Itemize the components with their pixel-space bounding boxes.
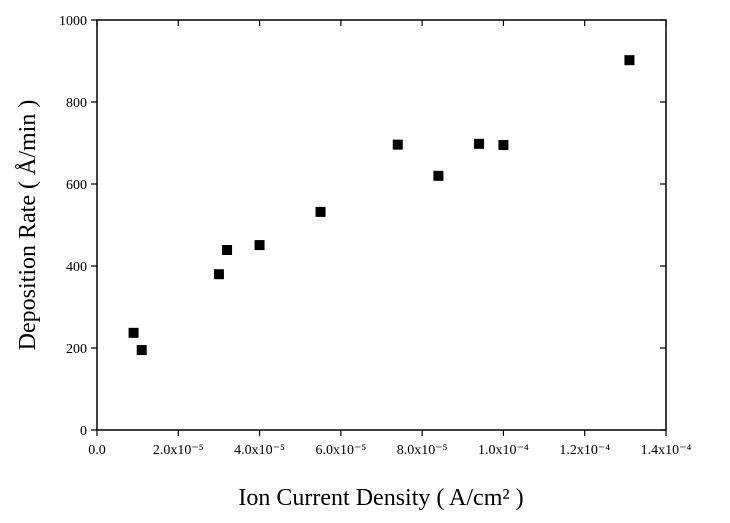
point <box>433 170 444 181</box>
y-tick-label: 800 <box>66 96 87 111</box>
point <box>392 139 403 150</box>
y-tick-label: 400 <box>66 260 87 275</box>
y-tick-label: 200 <box>66 342 87 357</box>
point <box>128 327 139 338</box>
x-tick-label: 4.0x10⁻⁵ <box>234 443 285 458</box>
point <box>474 138 485 149</box>
x-tick-label: 6.0x10⁻⁵ <box>315 443 366 458</box>
y-tick-label: 0 <box>80 424 87 439</box>
x-tick-label: 1.4x10⁻⁴ <box>641 443 692 458</box>
x-tick-label: 1.0x10⁻⁴ <box>478 443 529 458</box>
point <box>222 245 233 256</box>
x-tick-label: 8.0x10⁻⁵ <box>397 443 448 458</box>
x-tick-label: 0.0 <box>88 443 106 458</box>
point <box>624 55 635 66</box>
point <box>498 140 509 151</box>
plot-frame <box>96 19 667 431</box>
x-tick-label: 1.2x10⁻⁴ <box>559 443 610 458</box>
point <box>213 269 224 280</box>
y-tick-label: 600 <box>66 178 87 193</box>
x-axis-title: Ion Current Density ( A/cm² ) <box>238 485 523 511</box>
point <box>315 206 326 217</box>
point <box>254 240 265 251</box>
x-tick-label: 2.0x10⁻⁵ <box>153 443 204 458</box>
y-tick-label: 1000 <box>59 14 87 29</box>
point <box>136 345 147 356</box>
y-axis-title: Deposition Rate ( Å/min ) <box>15 100 41 351</box>
